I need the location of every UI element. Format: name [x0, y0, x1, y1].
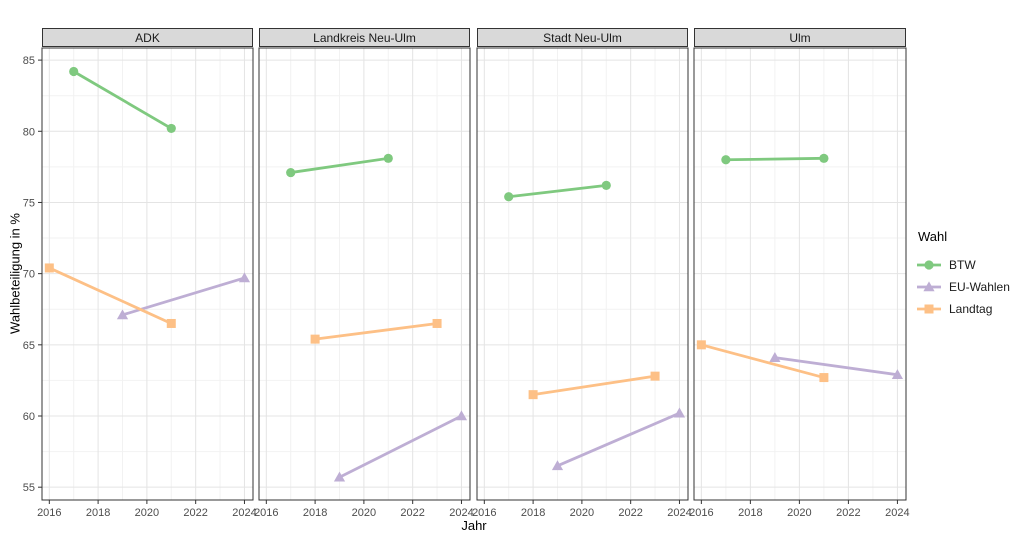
y-tick-label: 65: [23, 340, 35, 352]
x-tick-label: 2020: [570, 507, 594, 519]
data-point-Landtag: [44, 263, 54, 273]
y-axis-title: Wahlbeteiligung in %: [7, 213, 23, 334]
data-point-EU-Wahlen: [238, 272, 251, 283]
data-point-EU-Wahlen: [333, 471, 346, 482]
x-tick-label: 2020: [787, 507, 811, 519]
data-point-EU-Wahlen: [891, 369, 904, 380]
x-tick-label: 2022: [618, 507, 642, 519]
facet-strip-landkreis-neu-ulm: Landkreis Neu-Ulm: [259, 28, 470, 47]
x-tick-label: 2024: [449, 507, 473, 519]
x-tick-label: 2016: [254, 507, 278, 519]
x-tick-label: 2018: [738, 507, 762, 519]
data-point-EU-Wahlen: [551, 460, 564, 471]
facet-strip-adk: ADK: [42, 28, 253, 47]
legend-key-square-icon: [917, 304, 941, 314]
legend-key-circle-icon: [917, 260, 941, 270]
x-tick-label: 2016: [37, 507, 61, 519]
series-line-EU-Wahlen: [556, 411, 681, 468]
y-tick-label: 80: [23, 126, 35, 138]
series-line-Landtag: [313, 322, 439, 341]
legend: Wahl BTW EU-Wahlen Landtag: [916, 229, 1010, 320]
series-line-EU-Wahlen: [338, 414, 463, 479]
y-tick-label: 60: [23, 411, 35, 423]
x-tick-label: 2022: [183, 507, 207, 519]
facet-strip-label: Ulm: [789, 30, 811, 45]
facet-strip-label: Stadt Neu-Ulm: [543, 30, 622, 45]
data-point-BTW: [601, 180, 611, 190]
x-tick-label: 2018: [521, 507, 545, 519]
data-point-EU-Wahlen: [673, 407, 686, 418]
y-tick-label: 70: [23, 269, 35, 281]
data-point-BTW: [69, 66, 79, 77]
series-line-BTW: [72, 70, 173, 130]
series-line-EU-Wahlen: [773, 356, 899, 377]
x-axis-title: Jahr: [461, 518, 487, 533]
x-tick-label: 2018: [303, 507, 327, 519]
legend-entry-eu-wahlen: EU-Wahlen: [916, 276, 1010, 298]
legend-entry-btw: BTW: [916, 254, 1010, 276]
x-tick-label: 2022: [400, 507, 424, 519]
data-point-EU-Wahlen: [769, 352, 781, 362]
legend-key-marker: [924, 260, 934, 270]
data-point-Landtag: [650, 371, 660, 381]
data-point-EU-Wahlen: [455, 410, 468, 421]
data-point-Landtag: [310, 334, 320, 344]
data-point-Landtag: [528, 390, 538, 400]
data-point-BTW: [166, 123, 176, 134]
panel-border: [258, 47, 471, 501]
series-line-BTW: [724, 156, 826, 162]
facet-strip-ulm: Ulm: [694, 28, 906, 47]
series-line-BTW: [289, 156, 390, 174]
x-tick-label: 2018: [86, 507, 110, 519]
legend-title: Wahl: [918, 229, 948, 244]
x-tick-label: 2024: [232, 507, 256, 519]
series-line-Landtag: [47, 266, 173, 325]
legend-entry-landtag: Landtag: [916, 298, 1010, 320]
data-point-BTW: [819, 153, 829, 163]
data-point-BTW: [383, 153, 393, 163]
legend-entry-label: Landtag: [949, 302, 993, 316]
x-tick-label: 2016: [689, 507, 713, 519]
legend-key-triangle-icon: [917, 281, 941, 292]
data-point-Landtag: [819, 373, 829, 383]
panel-border: [693, 47, 907, 501]
legend-entry-label: EU-Wahlen: [949, 280, 1010, 294]
y-tick-label: 85: [23, 55, 35, 67]
x-tick-label: 2016: [472, 507, 496, 519]
x-tick-label: 2020: [135, 507, 159, 519]
series-line-BTW: [507, 183, 608, 199]
y-tick-label: 75: [23, 197, 35, 209]
x-tick-label: 2024: [667, 507, 691, 519]
x-tick-label: 2024: [885, 507, 909, 519]
legend-entry-label: BTW: [949, 258, 976, 272]
data-point-BTW: [504, 192, 514, 202]
data-point-Landtag: [166, 318, 176, 328]
facet-strip-label: Landkreis Neu-Ulm: [313, 30, 416, 45]
x-tick-label: 2020: [352, 507, 376, 519]
facet-strip-stadt-neu-ulm: Stadt Neu-Ulm: [477, 28, 688, 47]
data-point-Landtag: [696, 340, 706, 350]
x-tick-label: 2022: [836, 507, 860, 519]
panel-border: [476, 47, 689, 501]
data-point-BTW: [286, 167, 296, 178]
facet-strip-label: ADK: [135, 30, 160, 45]
y-tick-label: 55: [23, 482, 35, 494]
legend-key-marker: [924, 304, 934, 314]
series-line-Landtag: [699, 343, 826, 379]
data-point-Landtag: [432, 318, 442, 328]
series-line-EU-Wahlen: [121, 276, 246, 317]
data-point-EU-Wahlen: [116, 309, 129, 320]
legend-key-marker: [923, 281, 935, 292]
series-line-Landtag: [531, 374, 657, 397]
data-point-BTW: [721, 155, 731, 165]
